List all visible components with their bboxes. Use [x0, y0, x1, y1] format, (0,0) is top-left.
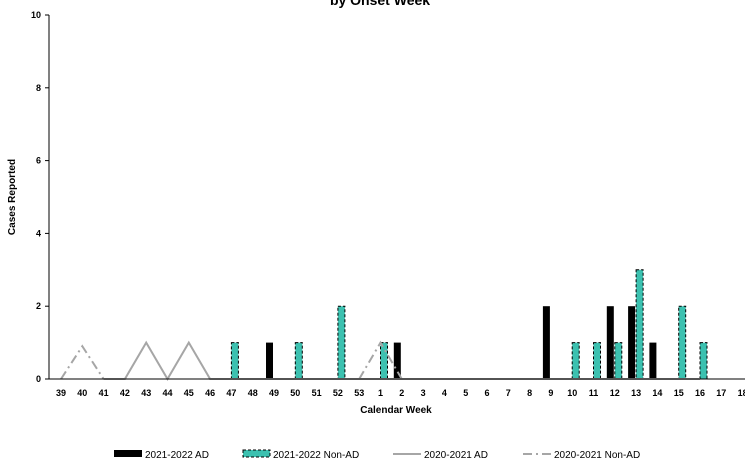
bar	[606, 306, 614, 379]
bar	[614, 342, 623, 380]
x-tick-label: 40	[77, 388, 87, 398]
series-line	[358, 340, 700, 380]
x-tick-label: 7	[506, 388, 511, 398]
legend-item: 2020-2021 Non-AD	[523, 450, 640, 459]
y-tick-label: 6	[36, 156, 41, 166]
bar	[699, 342, 708, 380]
bar	[635, 269, 644, 380]
x-tick-label: 17	[716, 388, 726, 398]
legend: 2021-2022 AD 2021-2022 Non-AD 2020-2021 AD…	[114, 449, 640, 459]
x-tick-label: 5	[463, 388, 468, 398]
legend-label: 2021-2022 AD	[145, 450, 209, 459]
x-tick-label: 42	[120, 388, 130, 398]
bar	[628, 306, 636, 379]
x-tick-label: 14	[652, 388, 662, 398]
y-tick-label: 8	[36, 83, 41, 93]
x-tick-label: 11	[589, 388, 599, 398]
x-tick-label: 44	[162, 388, 172, 398]
chart-title: by Onset Week	[330, 0, 430, 8]
x-tick-label: 45	[184, 388, 194, 398]
legend-label: 2020-2021 Non-AD	[554, 450, 640, 459]
x-tick-label: 47	[226, 388, 236, 398]
bar	[393, 342, 401, 379]
x-tick-label: 41	[99, 388, 109, 398]
x-tick-label: 39	[56, 388, 66, 398]
legend-item: 2020-2021 AD	[393, 450, 488, 459]
y-axis-title: Cases Reported	[7, 159, 18, 235]
bar	[337, 305, 346, 380]
legend-swatch	[114, 450, 142, 457]
bar	[593, 342, 601, 380]
x-tick-label: 2	[399, 388, 404, 398]
legend-item: 2021-2022 Non-AD	[242, 449, 359, 459]
bar	[380, 342, 388, 380]
x-axis-title: Calendar Week	[360, 405, 432, 416]
bar	[542, 306, 550, 379]
bar	[571, 342, 580, 380]
x-tick-label: 13	[631, 388, 641, 398]
x-tick-label: 49	[269, 388, 279, 398]
legend-item: 2021-2022 AD	[114, 450, 209, 459]
x-tick-label: 1	[378, 388, 383, 398]
y-ticks: 0 2 4 6 8 10	[31, 10, 49, 384]
x-tick-label: 15	[674, 388, 684, 398]
x-tick-label: 51	[312, 388, 322, 398]
y-tick-label: 0	[36, 374, 41, 384]
bars-layer	[230, 269, 708, 380]
bar	[294, 342, 303, 380]
x-tick-label: 16	[695, 388, 705, 398]
y-tick-label: 2	[36, 301, 41, 311]
bar	[649, 342, 657, 379]
x-tick-label: 10	[567, 388, 577, 398]
x-tick-label: 9	[548, 388, 553, 398]
legend-label: 2020-2021 AD	[424, 450, 488, 459]
x-tick-label: 48	[248, 388, 258, 398]
y-tick-label: 4	[36, 228, 41, 238]
x-ticks: 39 40 41 42 43 44 45 46 47 48 49 50 51 52 53 1 2 3 4 5 6 7 8 9 1…	[56, 388, 745, 398]
series-line	[60, 344, 105, 380]
x-tick-label: 3	[421, 388, 426, 398]
x-tick-label: 4	[442, 388, 447, 398]
bar	[678, 305, 687, 380]
y-tick-label: 10	[31, 10, 41, 20]
x-tick-label: 8	[527, 388, 532, 398]
x-tick-label: 6	[484, 388, 489, 398]
legend-label: 2021-2022 Non-AD	[273, 450, 359, 459]
legend-swatch	[242, 449, 271, 458]
x-tick-label: 18	[738, 388, 745, 398]
x-tick-label: 50	[290, 388, 300, 398]
bar	[266, 342, 273, 379]
x-tick-label: 46	[205, 388, 215, 398]
x-tick-label: 53	[354, 388, 364, 398]
x-tick-label: 12	[610, 388, 620, 398]
x-tick-label: 43	[141, 388, 151, 398]
x-tick-label: 52	[333, 388, 343, 398]
bar	[230, 342, 239, 380]
